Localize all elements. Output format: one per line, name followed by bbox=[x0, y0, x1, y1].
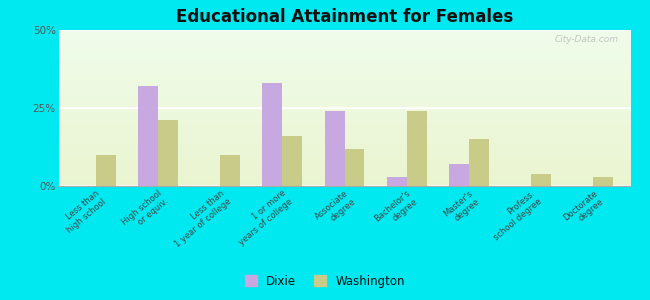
Bar bbox=[96, 155, 116, 186]
Bar bbox=[158, 121, 178, 186]
Bar bbox=[531, 173, 551, 186]
Bar bbox=[407, 111, 426, 186]
Bar bbox=[263, 83, 282, 186]
Bar bbox=[324, 111, 345, 186]
Bar bbox=[469, 139, 489, 186]
Bar bbox=[387, 177, 407, 186]
Bar bbox=[449, 164, 469, 186]
Title: Educational Attainment for Females: Educational Attainment for Females bbox=[176, 8, 513, 26]
Bar bbox=[220, 155, 240, 186]
Bar bbox=[344, 148, 365, 186]
Bar bbox=[282, 136, 302, 186]
Bar bbox=[138, 86, 158, 186]
Legend: Dixie, Washington: Dixie, Washington bbox=[242, 271, 408, 291]
Bar bbox=[593, 177, 613, 186]
Text: City-Data.com: City-Data.com bbox=[555, 35, 619, 44]
